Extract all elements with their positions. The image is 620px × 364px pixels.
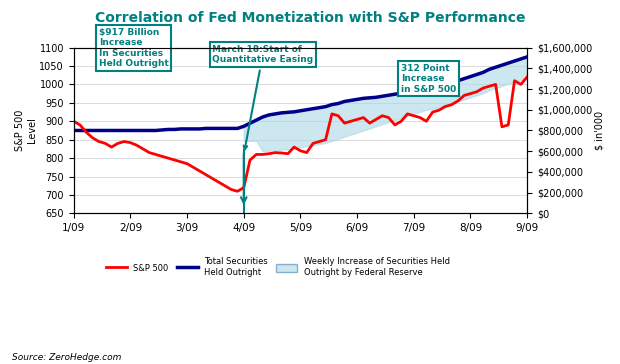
Text: Correlation of Fed Monetization with S&P Performance: Correlation of Fed Monetization with S&P… <box>95 11 525 25</box>
Y-axis label: S&P 500
Level: S&P 500 Level <box>15 110 37 151</box>
Legend: S&P 500, Total Securities
Held Outright, Weekly Increase of Securities Held
Outr: S&P 500, Total Securities Held Outright,… <box>102 254 453 280</box>
Text: March 18:Start of
Quantitative Easing: March 18:Start of Quantitative Easing <box>212 45 313 150</box>
Y-axis label: $ in'000: $ in'000 <box>595 111 605 150</box>
Text: $917 Billion
Increase
In Securities
Held Outright: $917 Billion Increase In Securities Held… <box>99 28 169 68</box>
Text: 312 Point
Increase
in S&P 500: 312 Point Increase in S&P 500 <box>401 64 456 94</box>
Text: Source: ZeroHedge.com: Source: ZeroHedge.com <box>12 353 122 362</box>
